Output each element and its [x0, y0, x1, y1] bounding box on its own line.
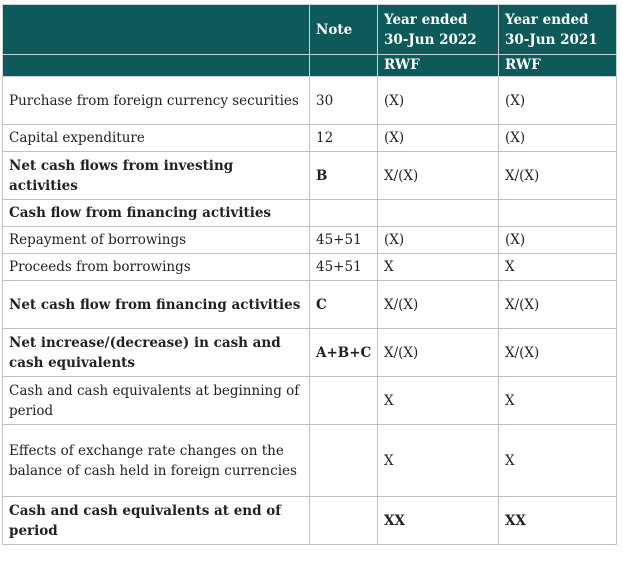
table-row: Net cash flow from financing activities … — [2, 280, 617, 329]
row-note: B — [309, 151, 378, 200]
table-row: Cash and cash equivalents at beginning o… — [2, 376, 617, 425]
row-value-2022: X — [377, 424, 499, 497]
row-value-2021: X/(X) — [498, 151, 617, 200]
row-note — [309, 424, 378, 497]
row-value-2022: X/(X) — [377, 151, 499, 200]
row-value-2021: X — [498, 376, 617, 425]
row-note: A+B+C — [309, 328, 378, 377]
row-value-2021: (X) — [498, 226, 617, 254]
header-year-2022: Year ended 30-Jun 2022 — [377, 4, 499, 55]
row-description: Purchase from foreign currency securitie… — [2, 76, 310, 125]
table-row: Net cash flows from investing activities… — [2, 151, 617, 200]
row-description: Repayment of borrowings — [2, 226, 310, 254]
table-row: Effects of exchange rate changes on the … — [2, 424, 617, 497]
unit-2022: RWF — [377, 54, 499, 77]
header-year-2021-line2: 30-Jun 2021 — [505, 31, 598, 48]
header-note: Note — [309, 4, 378, 55]
row-value-2022: X — [377, 376, 499, 425]
table-row: Purchase from foreign currency securitie… — [2, 76, 617, 125]
header-description — [2, 4, 310, 55]
row-value-2022: X/(X) — [377, 280, 499, 329]
table-row: Proceeds from borrowings 45+51 X X — [2, 253, 617, 281]
row-value-2022: X — [377, 253, 499, 281]
row-note — [309, 496, 378, 545]
table-row: Cash and cash equivalents at end of peri… — [2, 496, 617, 545]
unit-blank-desc — [2, 54, 310, 77]
row-value-2021: (X) — [498, 124, 617, 152]
unit-2021: RWF — [498, 54, 617, 77]
row-note: 12 — [309, 124, 378, 152]
row-value-2022: (X) — [377, 76, 499, 125]
row-note: 45+51 — [309, 253, 378, 281]
table-row: Net increase/(decrease) in cash and cash… — [2, 328, 617, 377]
row-value-2022: XX — [377, 496, 499, 545]
row-value-2021: (X) — [498, 76, 617, 125]
row-value-2022: (X) — [377, 226, 499, 254]
row-description: Cash and cash equivalents at end of peri… — [2, 496, 310, 545]
row-note: 30 — [309, 76, 378, 125]
row-value-2022: X/(X) — [377, 328, 499, 377]
row-note: C — [309, 280, 378, 329]
header-year-2021-line1: Year ended — [505, 11, 589, 28]
row-description: Cash flow from financing activities — [2, 199, 310, 227]
table-row: Repayment of borrowings 45+51 (X) (X) — [2, 226, 617, 254]
row-value-2022: (X) — [377, 124, 499, 152]
header-year-2022-line1: Year ended — [384, 11, 468, 28]
row-description: Cash and cash equivalents at beginning o… — [2, 376, 310, 425]
row-value-2021: X/(X) — [498, 328, 617, 377]
unit-blank-note — [309, 54, 378, 77]
table-row: Capital expenditure 12 (X) (X) — [2, 124, 617, 152]
row-description: Net cash flow from financing activities — [2, 280, 310, 329]
row-value-2021: X — [498, 253, 617, 281]
header-year-2022-line2: 30-Jun 2022 — [384, 31, 477, 48]
row-value-2021: XX — [498, 496, 617, 545]
row-note: 45+51 — [309, 226, 378, 254]
row-note — [309, 199, 378, 227]
row-description: Capital expenditure — [2, 124, 310, 152]
header-year-2021: Year ended 30-Jun 2021 — [498, 4, 617, 55]
row-value-2021: X/(X) — [498, 280, 617, 329]
row-description: Effects of exchange rate changes on the … — [2, 424, 310, 497]
row-description: Proceeds from borrowings — [2, 253, 310, 281]
row-note — [309, 376, 378, 425]
unit-row: RWF RWF — [2, 54, 617, 77]
row-value-2022 — [377, 199, 499, 227]
row-description: Net cash flows from investing activities — [2, 151, 310, 200]
row-description: Net increase/(decrease) in cash and cash… — [2, 328, 310, 377]
table-row: Cash flow from financing activities — [2, 199, 617, 227]
header-row: Note Year ended 30-Jun 2022 Year ended 3… — [2, 4, 617, 55]
row-value-2021: X — [498, 424, 617, 497]
cash-flow-table: Note Year ended 30-Jun 2022 Year ended 3… — [2, 4, 617, 545]
row-value-2021 — [498, 199, 617, 227]
